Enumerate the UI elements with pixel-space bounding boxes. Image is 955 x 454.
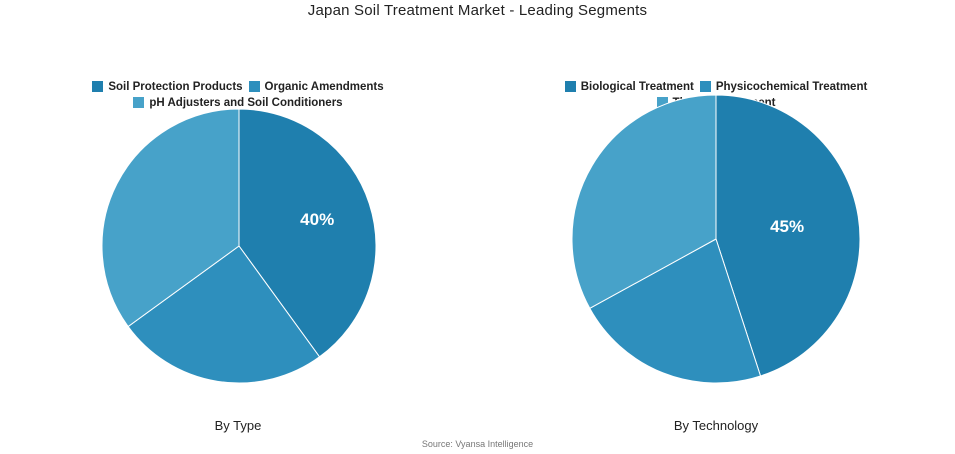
- slice-label: 45%: [770, 217, 804, 236]
- legend-swatch: [656, 97, 668, 108]
- caption-by-type: By Type: [214, 418, 262, 433]
- pie-slice: [589, 238, 762, 384]
- legend-item: Physicochemical Treatment: [699, 80, 868, 93]
- pie-0: 40%: [101, 108, 377, 384]
- legend-by-type: Soil Protection Products Organic Amendmen…: [88, 80, 388, 112]
- legend-label: Biological Treatment: [580, 80, 694, 93]
- legend-item: Biological Treatment: [564, 80, 694, 93]
- legend-item: pH Adjusters and Soil Conditioners: [133, 96, 343, 109]
- legend-swatch: [133, 97, 145, 108]
- pie-slice: [571, 94, 717, 310]
- legend-swatch: [699, 81, 711, 92]
- chart-title: Japan Soil Treatment Market - Leading Se…: [307, 2, 648, 19]
- pie-slice: [238, 108, 377, 358]
- legend-label: Soil Protection Products: [108, 80, 243, 93]
- slice-label: 40%: [300, 210, 334, 229]
- legend-label: Organic Amendments: [264, 80, 384, 93]
- caption-by-technology: By Technology: [673, 418, 759, 433]
- legend-label: pH Adjusters and Soil Conditioners: [149, 96, 343, 109]
- legend-swatch: [248, 81, 260, 92]
- legend-item: Soil Protection Products: [92, 80, 243, 93]
- legend-swatch: [92, 81, 104, 92]
- source-note: Source: Vyansa Intelligence: [421, 439, 534, 449]
- pie-slice: [715, 94, 861, 377]
- legend-swatch: [564, 81, 576, 92]
- pie-1: 45%: [571, 94, 861, 384]
- pie-slice: [127, 245, 321, 384]
- legend-label: Physicochemical Treatment: [715, 80, 868, 93]
- legend-item: Organic Amendments: [248, 80, 384, 93]
- pie-slice: [101, 108, 240, 328]
